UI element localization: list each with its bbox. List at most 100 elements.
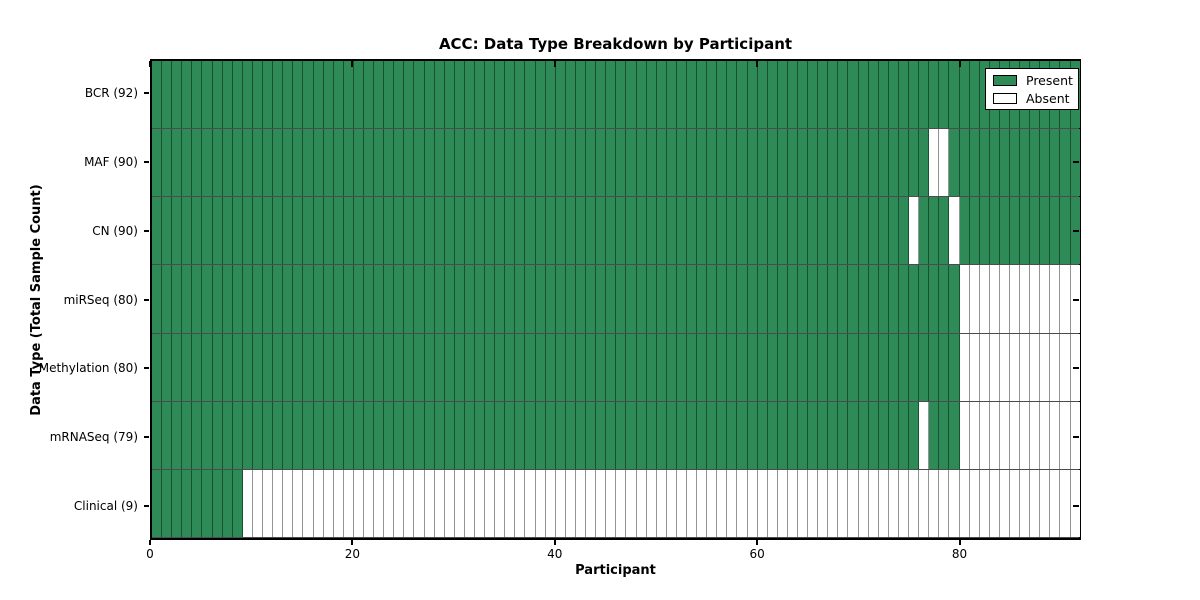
participant-cell — [252, 61, 264, 129]
participant-cell — [666, 333, 677, 401]
participant-cell — [727, 265, 738, 333]
participant-cell — [333, 129, 344, 197]
participant-cell — [1050, 129, 1061, 197]
participant-cell — [212, 61, 223, 129]
participant-cell — [353, 265, 364, 333]
participant-cell — [878, 61, 889, 129]
participant-cell — [202, 401, 213, 469]
participant-cell — [182, 61, 193, 129]
legend-item-absent: Absent — [993, 92, 1071, 105]
participant-cell — [707, 129, 718, 197]
participant-cell — [404, 197, 415, 265]
participant-cell — [263, 197, 274, 265]
participant-cell — [152, 129, 163, 197]
participant-cell — [313, 469, 324, 537]
participant-cell — [838, 129, 849, 197]
participant-cell — [959, 197, 970, 265]
participant-cell — [626, 401, 637, 469]
participant-cell — [737, 61, 748, 129]
participant-cell — [353, 197, 364, 265]
participant-cell — [949, 265, 960, 333]
participant-cell — [646, 265, 657, 333]
participant-cell — [919, 333, 930, 401]
participant-cell — [444, 129, 455, 197]
participant-cell — [626, 129, 637, 197]
participant-cell — [575, 333, 587, 401]
participant-cell — [737, 129, 748, 197]
participant-cell — [606, 129, 617, 197]
participant-cell — [384, 197, 395, 265]
participant-cell — [242, 129, 253, 197]
participant-cell — [959, 129, 970, 197]
participant-cell — [757, 129, 768, 197]
participant-cell — [202, 61, 213, 129]
participant-cell — [656, 61, 667, 129]
participant-cell — [182, 469, 193, 537]
y-tick-label: CN (90) — [92, 223, 138, 238]
participant-cell — [848, 265, 859, 333]
participant-cell — [979, 469, 990, 537]
participant-cell — [767, 333, 778, 401]
participant-cell — [565, 197, 576, 265]
participant-cell — [626, 265, 637, 333]
participant-cell — [888, 197, 899, 265]
participant-cell — [777, 469, 788, 537]
participant-cell — [172, 469, 183, 537]
participant-cell — [868, 265, 879, 333]
participant-cell — [838, 197, 849, 265]
participant-cell — [858, 401, 869, 469]
participant-cell — [727, 333, 738, 401]
participant-cell — [404, 265, 415, 333]
participant-cell — [515, 333, 526, 401]
participant-cell — [1060, 129, 1071, 197]
participant-cell — [495, 129, 506, 197]
participant-cell — [1030, 469, 1041, 537]
participant-cell — [747, 333, 758, 401]
participant-cell — [1020, 333, 1031, 401]
participant-cell — [989, 333, 1000, 401]
participant-cell — [434, 401, 445, 469]
participant-cell — [252, 469, 264, 537]
participant-cell — [656, 265, 667, 333]
x-tick-mark — [149, 540, 151, 545]
participant-cell — [152, 197, 163, 265]
participant-cell — [626, 469, 637, 537]
participant-cell — [232, 61, 243, 129]
participant-cell — [828, 265, 839, 333]
participant-cell — [1050, 469, 1061, 537]
participant-cell — [192, 401, 203, 469]
participant-cell — [192, 265, 203, 333]
participant-cell — [252, 265, 264, 333]
participant-cell — [717, 197, 728, 265]
participant-cell — [919, 61, 930, 129]
participant-cell — [252, 333, 264, 401]
participant-cell — [303, 469, 314, 537]
participant-cell — [1009, 333, 1021, 401]
participant-cell — [515, 129, 526, 197]
participant-cell — [192, 129, 203, 197]
participant-cell — [898, 197, 910, 265]
participant-cell — [929, 469, 940, 537]
participant-cell — [697, 129, 708, 197]
y-tick-mark — [144, 298, 149, 301]
participant-cell — [777, 61, 788, 129]
participant-cell — [293, 129, 304, 197]
participant-cell — [1009, 401, 1021, 469]
participant-cell — [515, 197, 526, 265]
participant-cell — [1030, 129, 1041, 197]
participant-cell — [303, 129, 314, 197]
legend-label-absent: Absent — [1026, 90, 1070, 106]
participant-cell — [273, 401, 284, 469]
participant-cell — [363, 469, 375, 537]
participant-cell — [535, 469, 546, 537]
participant-cell — [919, 401, 930, 469]
participant-cell — [475, 129, 486, 197]
participant-cell — [283, 129, 294, 197]
present-swatch — [993, 74, 1017, 86]
participant-cell — [868, 401, 879, 469]
participant-cell — [505, 333, 516, 401]
participant-cell — [374, 129, 385, 197]
participant-cell — [212, 197, 223, 265]
participant-cell — [747, 401, 758, 469]
y-tick-label: Clinical (9) — [73, 498, 138, 513]
